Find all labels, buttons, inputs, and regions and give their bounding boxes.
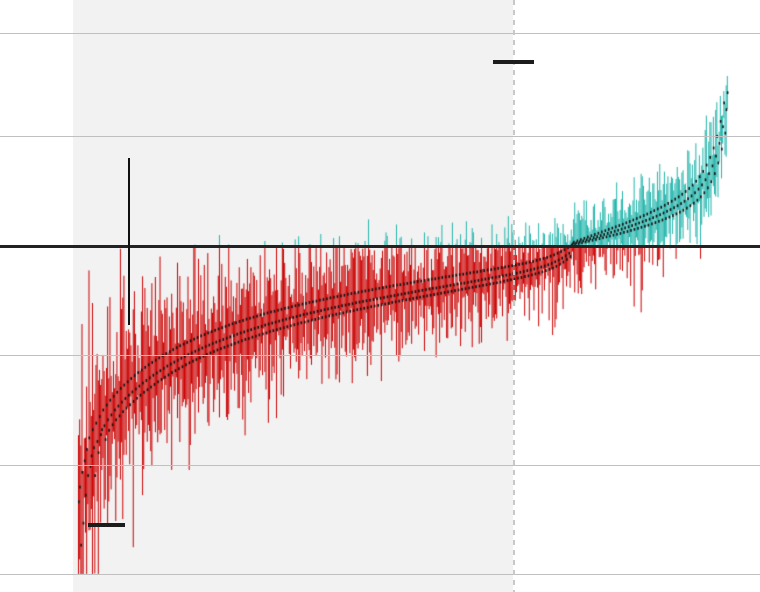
gridline-1 xyxy=(0,33,760,34)
gridline-4 xyxy=(0,465,760,466)
gridline-5 xyxy=(0,574,760,575)
dashed-vertical-divider xyxy=(513,0,515,592)
lower-horizontal-tick xyxy=(88,523,125,527)
vertical-interval-marker xyxy=(128,158,130,325)
gridline-2 xyxy=(0,136,760,137)
upper-horizontal-tick xyxy=(493,60,534,64)
gridline-3 xyxy=(0,355,760,356)
zero-reference-line xyxy=(0,245,760,248)
